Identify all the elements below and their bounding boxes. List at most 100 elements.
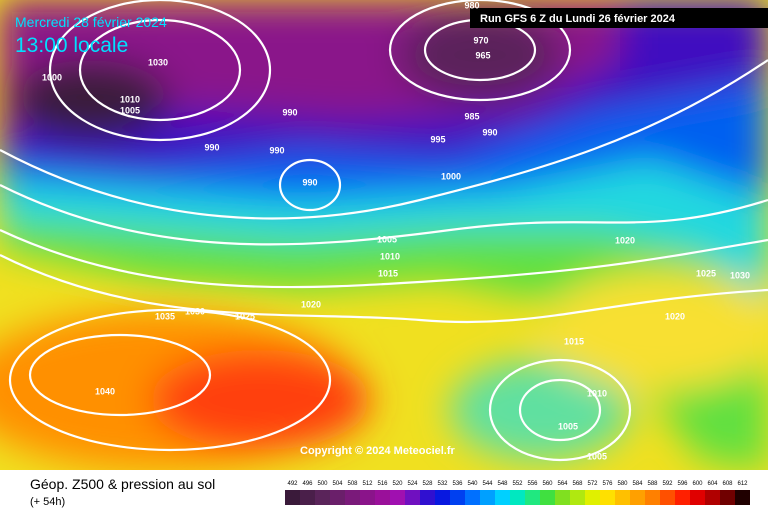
scale-label: 516 <box>377 481 388 487</box>
isobar-label: 1010 <box>380 251 400 261</box>
scale-swatch <box>345 490 360 505</box>
scale-label: 568 <box>572 481 583 487</box>
scale-swatch <box>375 490 390 505</box>
scale-label: 524 <box>407 481 418 487</box>
scale-label: 520 <box>392 481 403 487</box>
scale-swatch <box>675 490 690 505</box>
scale-swatch <box>300 490 315 505</box>
scale-label: 608 <box>722 481 733 487</box>
scale-swatch <box>285 490 300 505</box>
scale-swatch <box>585 490 600 505</box>
scale-swatch <box>615 490 630 505</box>
isobar-label: 990 <box>204 142 219 152</box>
scale-swatch <box>555 490 570 505</box>
scale-label: 496 <box>302 481 313 487</box>
date: Mercredi 28 février 2024 <box>15 14 167 30</box>
isobar-label: 1005 <box>558 421 578 431</box>
isobar-label: 985 <box>464 111 479 121</box>
scale-swatch <box>315 490 330 505</box>
scale-swatch <box>465 490 480 505</box>
isobar-label: 1020 <box>665 311 685 321</box>
scale-label: 576 <box>602 481 613 487</box>
scale-swatch <box>600 490 615 505</box>
footer-lead: (+ 54h) <box>30 496 65 508</box>
scale-swatch <box>720 490 735 505</box>
field <box>0 0 768 470</box>
scale-label: 512 <box>362 481 373 487</box>
scale-label: 504 <box>332 481 343 487</box>
copyright: Copyright © 2024 Meteociel.fr <box>300 445 456 457</box>
scale-swatch <box>510 490 525 505</box>
scale-swatch <box>645 490 660 505</box>
isobar-label: 1025 <box>696 268 716 278</box>
isobar-label: 1025 <box>235 311 255 321</box>
isobar-label: 990 <box>282 107 297 117</box>
scale-swatch <box>735 490 750 505</box>
scale-label: 584 <box>632 481 643 487</box>
scale-swatch <box>495 490 510 505</box>
scale-swatch <box>525 490 540 505</box>
isobar-label: 1000 <box>42 72 62 82</box>
scale-label: 508 <box>347 481 358 487</box>
scale-label: 528 <box>422 481 433 487</box>
isobar-label: 1030 <box>185 306 205 316</box>
scale-swatch <box>420 490 435 505</box>
isobar-label: 1040 <box>95 386 115 396</box>
scale-swatch <box>705 490 720 505</box>
isobar-label: 1035 <box>155 311 175 321</box>
scale-label: 604 <box>707 481 718 487</box>
scale-swatch <box>330 490 345 505</box>
scale-label: 552 <box>512 481 523 487</box>
isobar-label: 1010 <box>120 94 140 104</box>
isobar-label: 1020 <box>615 235 635 245</box>
scale-label: 592 <box>662 481 673 487</box>
isobar-label: 1030 <box>148 57 168 67</box>
scale-label: 492 <box>287 481 298 487</box>
scale-label: 548 <box>497 481 508 487</box>
scale-swatch <box>435 490 450 505</box>
isobar-label: 1010 <box>587 388 607 398</box>
isobar-label: 980 <box>464 0 479 10</box>
scale-swatch <box>480 490 495 505</box>
scale-label: 556 <box>527 481 538 487</box>
scale-swatch <box>450 490 465 505</box>
isobar-label: 1005 <box>120 105 140 115</box>
isobar-label: 1030 <box>730 270 750 280</box>
isobar-label: 1000 <box>441 171 461 181</box>
scale-label: 540 <box>467 481 478 487</box>
scale-swatch <box>570 490 585 505</box>
scale-label: 612 <box>737 481 748 487</box>
scale-label: 500 <box>317 481 328 487</box>
scale-label: 588 <box>647 481 658 487</box>
scale-label: 596 <box>677 481 688 487</box>
scale-swatch <box>630 490 645 505</box>
isobar-label: 990 <box>269 145 284 155</box>
isobar-label: 1020 <box>301 299 321 309</box>
scale-swatch <box>540 490 555 505</box>
scale-swatch <box>690 490 705 505</box>
isobar-label: 970 <box>473 35 488 45</box>
scale-swatch <box>405 490 420 505</box>
isobar-label: 965 <box>475 50 490 60</box>
scale-label: 532 <box>437 481 448 487</box>
run: Run GFS 6 Z du Lundi 26 février 2024 <box>480 13 676 25</box>
isobar-label: 1015 <box>564 336 584 346</box>
scale-label: 560 <box>542 481 553 487</box>
scale-swatch <box>660 490 675 505</box>
scale-swatch <box>360 490 375 505</box>
scale-label: 572 <box>587 481 598 487</box>
isobar-label: 990 <box>302 177 317 187</box>
scale-label: 580 <box>617 481 628 487</box>
isobar-label: 995 <box>430 134 445 144</box>
isobar-label: 1015 <box>378 268 398 278</box>
footer-title: Géop. Z500 & pression au sol <box>30 476 215 492</box>
scale-label: 544 <box>482 481 493 487</box>
scale-swatch <box>390 490 405 505</box>
isobar-label: 1005 <box>377 234 397 244</box>
scale-label: 564 <box>557 481 568 487</box>
run-box <box>470 8 768 28</box>
scale-label: 536 <box>452 481 463 487</box>
isobar-label: 990 <box>482 127 497 137</box>
